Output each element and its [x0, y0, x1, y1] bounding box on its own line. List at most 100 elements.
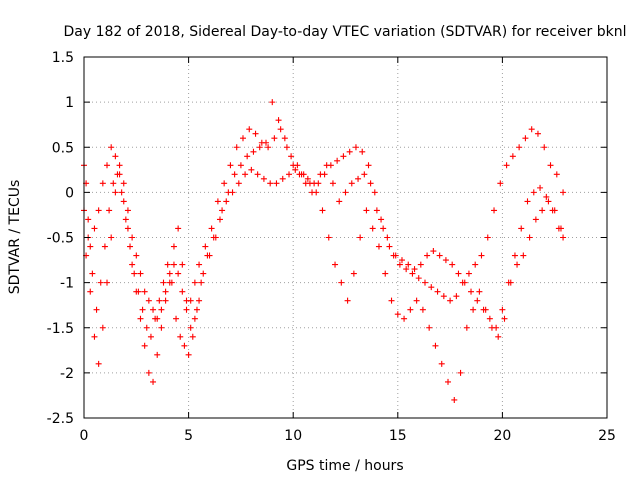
- data-point: [124, 225, 131, 232]
- data-point: [440, 293, 447, 300]
- data-point: [277, 126, 284, 133]
- y-tick-label: 0: [65, 185, 74, 201]
- data-point: [442, 257, 449, 264]
- y-tick-label: 1: [65, 95, 74, 111]
- data-point: [91, 225, 98, 232]
- data-point: [369, 225, 376, 232]
- data-point: [279, 175, 286, 182]
- data-point: [344, 297, 351, 304]
- data-point: [419, 306, 426, 313]
- data-point: [275, 117, 282, 124]
- data-point: [386, 243, 393, 250]
- data-point: [99, 324, 106, 331]
- data-point: [273, 180, 280, 187]
- data-point: [112, 153, 119, 160]
- x-tick-label: 15: [389, 428, 407, 444]
- data-point: [206, 252, 213, 259]
- data-point: [465, 270, 472, 277]
- data-point: [468, 288, 475, 295]
- series-track-a: [81, 126, 567, 385]
- data-point: [401, 315, 408, 322]
- data-point: [99, 180, 106, 187]
- data-point: [537, 184, 544, 191]
- data-point: [409, 270, 416, 277]
- data-point: [269, 99, 276, 106]
- data-point: [486, 315, 493, 322]
- data-point: [281, 135, 288, 142]
- data-point: [367, 180, 374, 187]
- x-tick-label: 25: [598, 428, 616, 444]
- data-point: [244, 153, 251, 160]
- data-point: [200, 270, 207, 277]
- data-point: [95, 207, 102, 214]
- data-point: [526, 234, 533, 241]
- x-tick-label: 10: [284, 428, 302, 444]
- data-point: [104, 279, 111, 286]
- data-point: [332, 261, 339, 268]
- data-point: [501, 315, 508, 322]
- data-point: [503, 162, 510, 169]
- data-point: [488, 324, 495, 331]
- data-point: [294, 162, 301, 169]
- data-point: [193, 306, 200, 313]
- data-point: [97, 279, 104, 286]
- data-point: [108, 234, 115, 241]
- x-tick-label: 5: [184, 428, 193, 444]
- data-point: [129, 261, 136, 268]
- data-point: [463, 324, 470, 331]
- data-point: [177, 333, 184, 340]
- y-axis-ticks: -2.5 -2 -1.5 -1 -0.5 0 0.5 1 1.5: [47, 50, 607, 427]
- data-point: [336, 198, 343, 205]
- data-point: [373, 207, 380, 214]
- data-point: [183, 297, 190, 304]
- data-point: [528, 126, 535, 133]
- data-point: [89, 270, 96, 277]
- data-point: [145, 297, 152, 304]
- gridlines: [84, 57, 607, 418]
- data-point: [271, 135, 278, 142]
- data-point: [530, 189, 537, 196]
- data-point: [451, 396, 458, 403]
- data-point: [135, 288, 142, 295]
- data-point: [413, 297, 420, 304]
- data-point: [392, 252, 399, 259]
- data-point: [421, 279, 428, 286]
- data-point: [539, 207, 546, 214]
- data-point: [398, 257, 405, 264]
- data-point: [87, 243, 94, 250]
- data-point: [334, 157, 341, 164]
- data-point: [495, 333, 502, 340]
- data-point: [524, 198, 531, 205]
- data-point: [225, 189, 232, 196]
- data-point: [560, 234, 567, 241]
- data-point: [147, 333, 154, 340]
- data-point: [348, 180, 355, 187]
- data-point: [219, 207, 226, 214]
- data-point: [191, 279, 198, 286]
- data-point: [286, 171, 293, 178]
- data-point: [91, 333, 98, 340]
- data-point: [256, 144, 263, 151]
- data-point: [139, 306, 146, 313]
- data-point: [112, 189, 119, 196]
- data-point: [491, 207, 498, 214]
- data-point: [461, 279, 468, 286]
- data-point: [411, 266, 418, 273]
- series-track-b: [81, 162, 567, 358]
- data-point: [120, 198, 127, 205]
- data-point: [160, 279, 167, 286]
- data-point: [175, 270, 182, 277]
- data-point: [323, 162, 330, 169]
- data-point: [196, 297, 203, 304]
- data-point: [415, 275, 422, 282]
- data-point: [202, 243, 209, 250]
- data-point: [457, 369, 464, 376]
- data-point: [231, 171, 238, 178]
- data-point: [499, 306, 506, 313]
- data-point: [183, 306, 190, 313]
- data-point: [382, 270, 389, 277]
- data-point: [156, 297, 163, 304]
- x-tick-label: 20: [493, 428, 511, 444]
- y-tick-label: -1.5: [47, 321, 74, 337]
